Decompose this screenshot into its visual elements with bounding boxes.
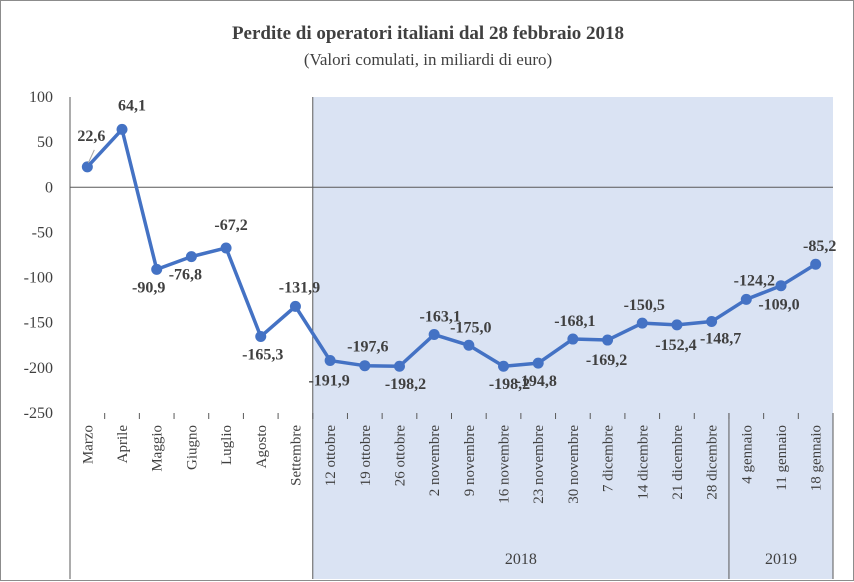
- y-tick-label: -200: [24, 360, 53, 377]
- x-tick-label: 23 novembre: [531, 425, 547, 504]
- x-tick-label: 16 novembre: [497, 425, 513, 504]
- chart-subtitle: (Valori comulati, in miliardi di euro): [304, 50, 552, 69]
- data-label: -150,5: [624, 297, 665, 314]
- data-point: [289, 300, 301, 312]
- data-label: -152,4: [655, 337, 696, 354]
- x-tick-label: 28 dicembre: [705, 425, 721, 500]
- x-tick-label: Agosto: [254, 425, 270, 468]
- chart-title: Perdite di operatori italiani dal 28 feb…: [232, 23, 624, 44]
- data-label: -76,8: [169, 267, 202, 284]
- data-label: -148,7: [700, 331, 741, 348]
- data-label: -67,2: [214, 217, 247, 234]
- x-tick-label: 7 dicembre: [601, 425, 617, 492]
- x-tick-label: 26 ottobre: [392, 425, 408, 487]
- data-point: [393, 360, 405, 372]
- data-label: -168,1: [554, 313, 595, 330]
- data-point: [81, 161, 93, 173]
- data-point: [151, 263, 163, 275]
- x-tick-label: Giugno: [184, 425, 200, 470]
- x-tick-label: Settembre: [288, 425, 304, 486]
- label-leader-line: [87, 149, 95, 164]
- data-point: [810, 258, 822, 270]
- data-point: [220, 242, 232, 254]
- x-tick-label: 12 ottobre: [323, 425, 339, 487]
- x-group-label: 2019: [765, 551, 797, 568]
- x-tick-label: 11 gennaio: [774, 425, 790, 491]
- x-tick-label: Aprile: [115, 425, 131, 464]
- data-point: [324, 355, 336, 367]
- x-tick-label: Maggio: [150, 425, 166, 472]
- data-label: -198,2: [489, 376, 530, 393]
- y-tick-label: -100: [24, 270, 53, 287]
- data-label: -165,3: [242, 347, 283, 364]
- data-label: -124,2: [734, 272, 775, 289]
- data-label: -194,8: [516, 373, 557, 390]
- data-point: [671, 319, 683, 331]
- data-point: [255, 331, 267, 343]
- data-label: -163,1: [419, 309, 460, 326]
- data-point: [740, 293, 752, 305]
- data-point: [636, 317, 648, 329]
- x-group-label: 2018: [505, 551, 537, 568]
- data-point: [116, 123, 128, 135]
- data-label: -169,2: [586, 352, 627, 369]
- data-point: [706, 316, 718, 328]
- data-label: -90,9: [132, 279, 165, 296]
- y-tick-label: 50: [37, 134, 53, 151]
- data-point: [567, 333, 579, 345]
- x-tick-label: 21 dicembre: [670, 425, 686, 500]
- x-tick-label: 18 gennaio: [809, 425, 825, 491]
- data-point: [428, 329, 440, 341]
- data-label: -109,0: [758, 297, 799, 314]
- x-tick-label: 2 novembre: [427, 425, 443, 497]
- y-tick-label: 0: [45, 179, 53, 196]
- data-label: -198,2: [385, 376, 426, 393]
- data-label: -175,0: [450, 319, 491, 336]
- x-tick-label: 14 dicembre: [635, 425, 651, 500]
- data-point: [775, 280, 787, 292]
- data-point: [602, 334, 614, 346]
- data-point: [359, 360, 371, 372]
- y-tick-label: -50: [32, 224, 53, 241]
- x-tick-label: Marzo: [80, 425, 96, 464]
- data-label: -191,9: [308, 373, 349, 390]
- data-point: [498, 360, 510, 372]
- x-tick-label: 30 novembre: [566, 425, 582, 504]
- x-tick-label: Luglio: [219, 425, 235, 465]
- data-label: -197,6: [347, 339, 388, 356]
- y-tick-label: -250: [24, 405, 53, 422]
- x-tick-label: 19 ottobre: [358, 425, 374, 487]
- y-tick-label: -150: [24, 315, 53, 332]
- x-tick-label: 9 novembre: [462, 425, 478, 497]
- data-point: [532, 357, 544, 369]
- y-tick-label: 100: [29, 89, 53, 106]
- data-label: 22,6: [77, 128, 105, 145]
- data-label: -85,2: [803, 238, 836, 255]
- data-point: [185, 251, 197, 263]
- data-point: [463, 339, 475, 351]
- series-line: [86, 127, 817, 368]
- data-label: -131,9: [279, 279, 320, 296]
- data-label: 64,1: [118, 97, 146, 114]
- x-tick-label: 4 gennaio: [739, 425, 755, 484]
